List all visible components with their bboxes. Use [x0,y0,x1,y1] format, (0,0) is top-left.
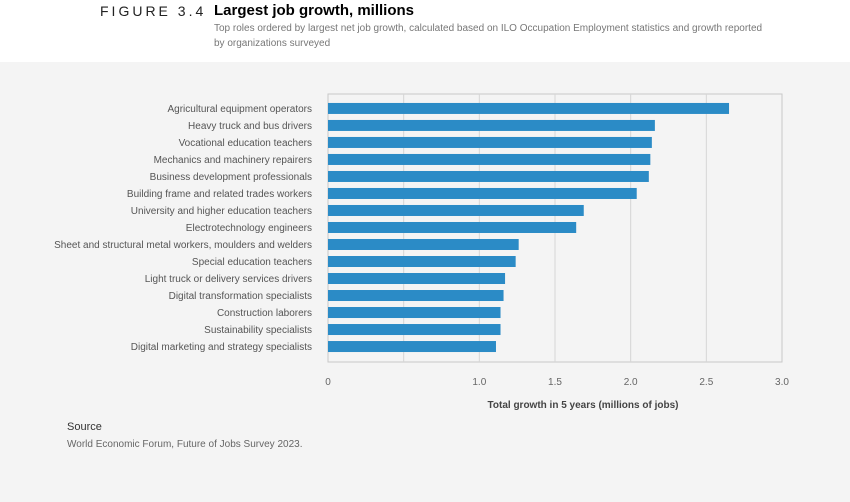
category-label-3: Mechanics and machinery repairers [154,155,312,166]
tick-label-4: 2.0 [624,377,638,388]
source-label: Source [67,421,102,433]
category-label-11: Digital transformation specialists [169,291,312,302]
category-label-4: Business development professionals [150,172,312,183]
tick-label-6: 3.0 [775,377,789,388]
category-label-10: Light truck or delivery services drivers [145,274,312,285]
bar-2 [328,136,652,148]
category-label-7: Electrotechnology engineers [186,223,312,234]
bar-6 [328,204,584,216]
chart-title: Largest job growth, millions [214,2,415,19]
figure-label: FIGURE 3.4 [100,3,207,19]
bar-0 [328,102,730,114]
bar-3 [328,153,651,165]
x-axis-title: Total growth in 5 years (millions of job… [488,400,679,411]
bar-12 [328,307,501,319]
category-label-14: Digital marketing and strategy specialis… [131,342,312,353]
bar-8 [328,238,519,250]
category-label-9: Special education teachers [192,257,312,268]
bar-5 [328,187,637,199]
category-label-5: Building frame and related trades worker… [127,189,312,200]
bar-11 [328,290,504,302]
category-label-6: University and higher education teachers [131,206,312,217]
tick-label-3: 1.5 [548,377,562,388]
header: FIGURE 3.4 Largest job growth, millions … [0,0,850,62]
tick-label-5: 2.5 [699,377,713,388]
tick-label-0: 0 [325,377,331,388]
chart-subtitle: Top roles ordered by largest net job gro… [214,23,763,49]
category-label-0: Agricultural equipment operators [167,104,312,115]
bar-chart: Agricultural equipment operators Heavy tr… [54,93,789,411]
category-label-8: Sheet and structural metal workers, moul… [54,240,312,251]
bar-9 [328,256,516,267]
category-label-2: Vocational education teachers [179,138,312,149]
bar-14 [328,341,496,353]
bar-10 [328,273,506,285]
bar-1 [328,119,655,131]
bar-7 [328,221,577,233]
bar-13 [328,324,501,336]
source-text: World Economic Forum, Future of Jobs Sur… [67,439,303,450]
category-label-13: Sustainability specialists [204,325,312,336]
bar-4 [328,170,649,182]
tick-label-2: 1.0 [472,377,486,388]
category-label-12: Construction laborers [217,308,312,319]
category-label-1: Heavy truck and bus drivers [188,121,312,132]
